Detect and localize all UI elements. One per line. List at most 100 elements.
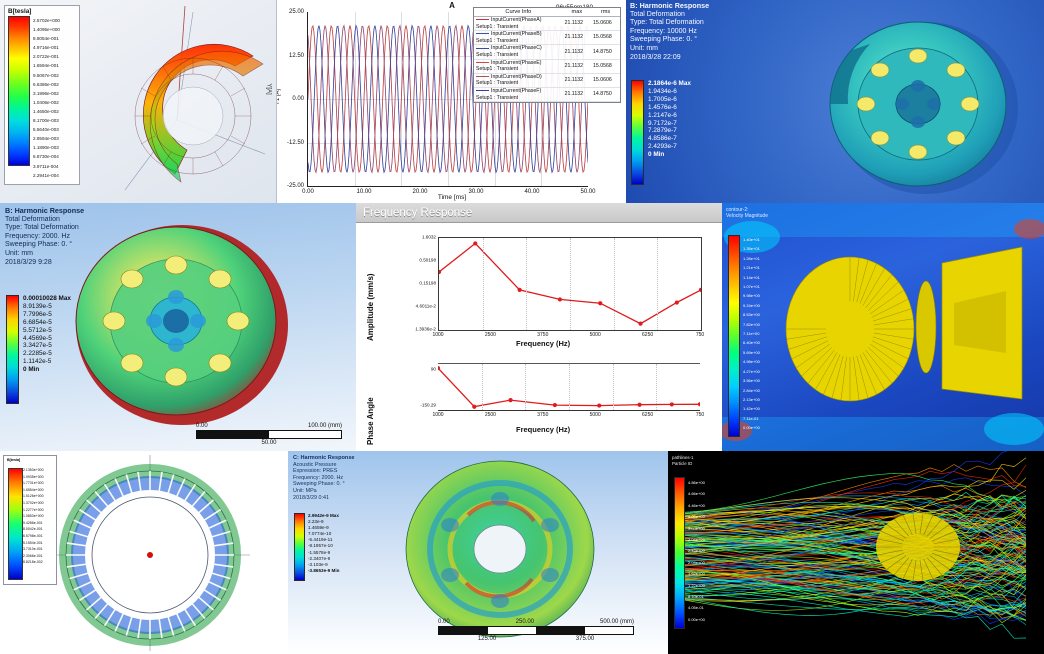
legend-value-8: 3.1996e-002 (33, 89, 60, 98)
contour-title: contour-2: Velocity Magnitude (726, 207, 768, 220)
legend-value-0: 4.86e+00 (688, 477, 705, 488)
y-tick-4: 1.3936e-2 (394, 327, 436, 332)
legend-value-2: 7.7996e-5 (23, 311, 71, 319)
legend-value-11: 6.40e+00 (743, 338, 760, 347)
panel-harmonic-response-10000hz: B: Harmonic Response Total Deformation Typ… (626, 0, 1044, 203)
header-line-6: 2018/3/29 0:41 (293, 495, 355, 502)
header-line-5: Unit: MPa (293, 488, 355, 495)
legend-value-17: 2.13e+00 (743, 395, 760, 404)
legend-max: 21.1132 (563, 87, 591, 101)
phase-angle-chart: Phase Angle 90 -150.29 1000 2500 3750 5000 62… (356, 353, 722, 451)
header-line-4: Sweeping Phase: 0. ° (630, 36, 709, 45)
impeller-cfd-model (722, 203, 1044, 451)
legend-value-8: 9.4286e-001 (23, 520, 44, 527)
scale-tick-2: 375.00 (536, 636, 634, 642)
legend-value-8: 1.62e+00 (688, 568, 705, 579)
data-point-5 (638, 322, 642, 326)
header-line-4: Sweeping Phase: 0. ° (293, 481, 355, 488)
scale-max: 100.00 (mm) (308, 423, 342, 429)
legend-value-4: 5.5712e-5 (23, 327, 71, 335)
color-bar (674, 477, 685, 629)
legend-box: 0.00010028 Max 8.9139e-5 7.7996e-5 6.6854e-… (6, 295, 71, 404)
amplitude-chart: Amplitude (mm/s) 1.6032 0.50198 0.15198 4.6… (356, 223, 722, 351)
legend-value-12: 3.7310e-001 (23, 546, 44, 553)
legend-value-11: 8.1700e-003 (33, 116, 60, 125)
legend-max: 21.1132 (563, 31, 591, 45)
y-axis-label-phase: Phase Angle (366, 397, 375, 445)
legend-value-1: 1.4095e+000 (33, 25, 60, 34)
y-tick-1: 0.50198 (394, 258, 436, 263)
legend-value-9: 1.22e+00 (688, 580, 705, 591)
legend-value-5: 1.07e+01 (743, 282, 760, 291)
y-tick-1: -150.29 (394, 403, 436, 408)
legend-value-9: -3.8653e-9 Min (308, 568, 339, 574)
legend-header-0: Curve Info (474, 8, 563, 17)
result-header-text: C: Harmonic Response Acoustic Pressure Exp… (293, 455, 355, 501)
legend-value-0: 0.00010028 Max (23, 295, 71, 303)
scale-bar: 0.00 100.00 (mm) 50.00 (196, 423, 342, 446)
legend-value-7: 1.0853e+000 (23, 513, 44, 520)
header-line-1: Total Deformation (630, 11, 709, 20)
data-point-5 (637, 403, 641, 407)
y-tick-0: 90 (394, 367, 436, 372)
header-line-4: Sweeping Phase: 0. ° (5, 241, 84, 250)
x-tick-3: 5000 (590, 332, 601, 338)
legend-row: InputCurrent(PhaseA) Setup1 : Transient 21… (474, 17, 620, 31)
legend-value-15: 3.56e+00 (743, 376, 760, 385)
x-axis-label: Time [ms] (277, 194, 627, 201)
legend-curve-name: InputCurrent(PhaseA) Setup1 : Transient (474, 17, 563, 31)
legend-value-8: 8.53e+00 (743, 310, 760, 319)
header-line-1: Acoustic Pressure (293, 462, 355, 469)
legend-values: 4.86e+00 4.66e+00 4.46e+00 4.05e+00 3.65e+00… (688, 477, 705, 629)
legend-value-9: 8.0042e-001 (23, 526, 44, 533)
legend-value-5: 1.6594e-001 (33, 61, 60, 70)
legend-value-4: 1.14e+01 (743, 273, 760, 282)
data-point-4 (597, 403, 601, 407)
legend-rms: 15.0568 (591, 59, 620, 73)
panel-frequency-response: Frequency Response Amplitude (mm/s) 1.60… (356, 203, 722, 451)
legend-value-2: 1.7005e-6 (648, 96, 691, 104)
grid-line-v-2 (526, 238, 527, 330)
legend-value-19: 7.11e-01 (743, 414, 760, 423)
legend-value-4: 1.5126e+000 (23, 493, 44, 500)
y-tick-0: 1.6032 (394, 235, 436, 240)
x-tick-2: 3750 (537, 332, 548, 338)
y-axis-label-amplitude: Amplitude (mm/s) (366, 273, 375, 341)
legend-value-8: 2.4293e-7 (648, 143, 691, 151)
legend-values: 1.40e+01 1.35e+01 1.28e+01 1.21e+01 1.14e+01… (743, 235, 760, 437)
legend-value-14: 1.1890e-003 (33, 143, 60, 152)
grid-line-v-4 (613, 364, 614, 410)
header-line-0: B: Harmonic Response (5, 207, 84, 216)
grid-line-v-1 (482, 364, 483, 410)
grid-line-v-5 (656, 364, 657, 410)
panel-harmonic-acoustic-pressure: C: Harmonic Response Acoustic Pressure Exp… (288, 451, 668, 654)
legend-value-6: 2.43e+00 (688, 545, 705, 556)
color-bar (631, 80, 644, 185)
color-bar (8, 468, 23, 580)
legend-title: B[tesla] (8, 8, 79, 15)
x-tick-3: 5000 (590, 412, 601, 418)
legend-value-14: 8.8218e-002 (23, 559, 44, 566)
legend-values: 2.1864e-6 Max 1.9434e-6 1.7005e-6 1.4576e-6… (648, 80, 691, 185)
legend-value-9: 0 Min (648, 151, 691, 159)
y-tick-2: 0.15198 (394, 281, 436, 286)
legend-value-0: 2.1353e+000 (23, 467, 44, 474)
data-point-1 (472, 405, 476, 409)
color-bar (8, 16, 30, 166)
x-tick-5: 750 (696, 412, 704, 418)
legend-value-2: 8.8054e-001 (33, 34, 60, 43)
color-bar (6, 295, 19, 404)
color-bar (294, 513, 305, 581)
header-line-6: 2018/3/28 22:09 (630, 54, 709, 63)
legend-value-20: 0.00e+00 (743, 423, 760, 432)
legend-value-10: 6.5798e-001 (23, 533, 44, 540)
legend-value-13: 2.8594e-003 (33, 134, 60, 143)
color-bar (728, 235, 740, 437)
data-point-1 (473, 241, 477, 245)
grid-line-v-2 (525, 364, 526, 410)
legend-values: 2.1353e+000 1.9935e+000 1.7731e+000 1.6554e… (23, 467, 44, 566)
legend-box: 1.40e+01 1.35e+01 1.28e+01 1.21e+01 1.14e+01… (728, 235, 760, 437)
legend-value-6: 7.2879e-7 (648, 127, 691, 135)
legend-value-6: 9.5067e-002 (33, 71, 60, 80)
legend-value-3: 4.05e+00 (688, 511, 705, 522)
